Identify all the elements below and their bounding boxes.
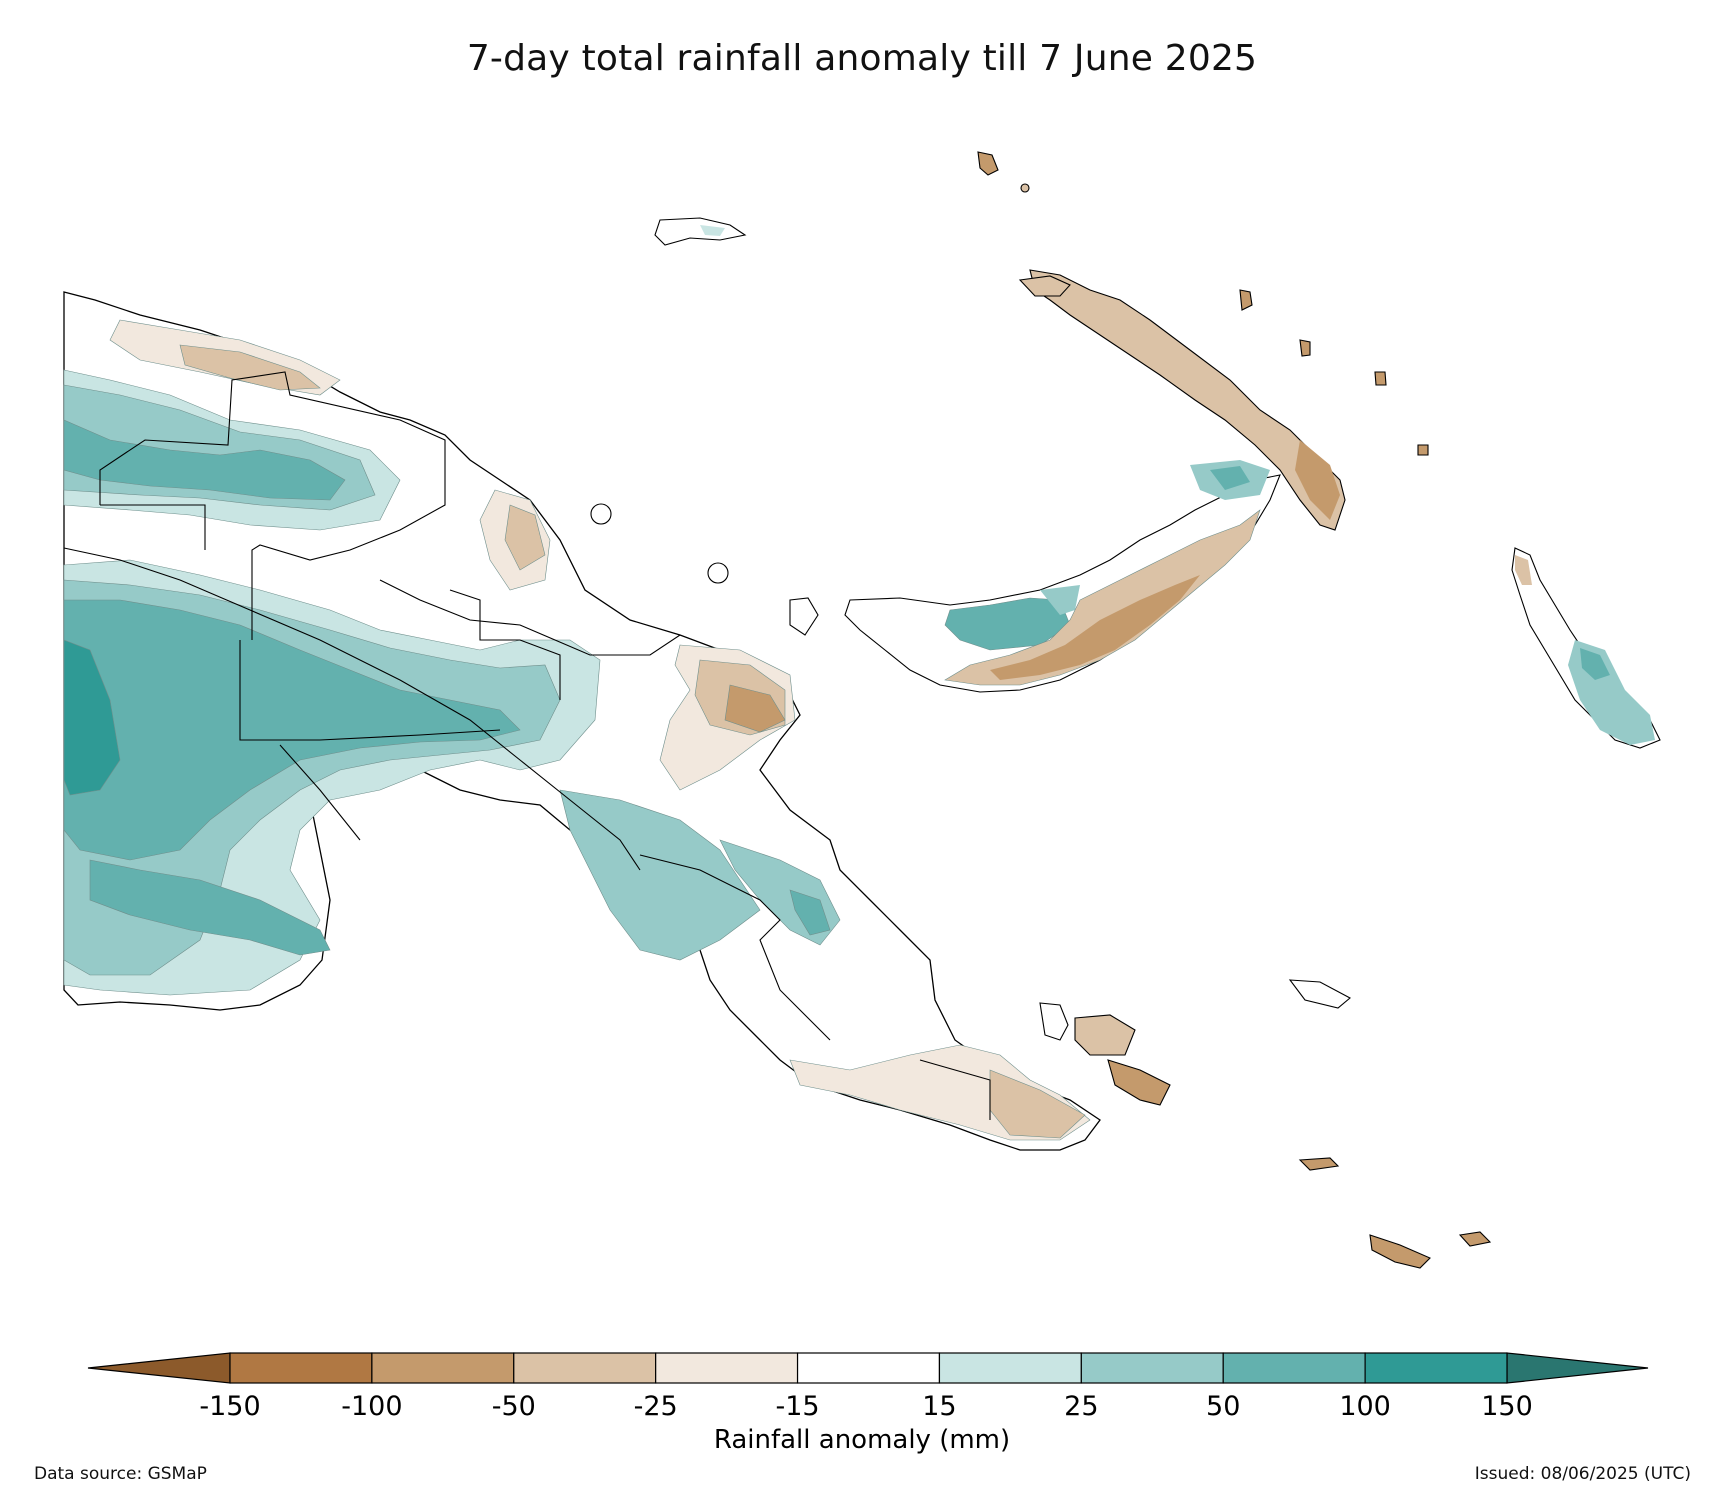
colorbar-tick-labels: -150 -100 -50 -25 -15 15 25 50 100 150 bbox=[199, 1391, 1532, 1422]
island-karkar bbox=[789, 597, 819, 636]
island-new-ireland bbox=[1029, 269, 1346, 531]
province-borders bbox=[63, 371, 991, 1120]
colorbar-bin-0 bbox=[229, 1352, 373, 1384]
colorbar-bin-8 bbox=[1364, 1352, 1508, 1384]
colorbar-bin-2 bbox=[513, 1352, 657, 1384]
colorbar-bin-3 bbox=[655, 1352, 799, 1384]
border-8 bbox=[919, 1059, 991, 1120]
colorbar-tick-5: 15 bbox=[922, 1391, 956, 1422]
colorbar-title: Rainfall anomaly (mm) bbox=[714, 1425, 1010, 1455]
island-new-hanover bbox=[1018, 275, 1071, 297]
colorbar-tick-1: -100 bbox=[341, 1391, 402, 1422]
border-2 bbox=[100, 504, 206, 550]
contour-nw-50 bbox=[63, 419, 346, 501]
issued-date: Issued: 08/06/2025 (UTC) bbox=[1474, 1464, 1691, 1484]
colorbar-under-extend bbox=[87, 1352, 231, 1384]
island-small-1 bbox=[590, 503, 612, 525]
island-manus-wet bbox=[700, 225, 725, 236]
contour-madang-dry-100 bbox=[724, 684, 786, 733]
island-misima bbox=[1298, 1157, 1340, 1171]
island-nb-wet-25 bbox=[1040, 585, 1080, 615]
anomaly-contours bbox=[63, 319, 1091, 1141]
island-lihir bbox=[1239, 289, 1253, 311]
colorbar-bin-7 bbox=[1222, 1352, 1366, 1384]
island-fergusson bbox=[1074, 1014, 1136, 1056]
contour-ncoast-dry-50 bbox=[179, 344, 321, 391]
island-tabar bbox=[1299, 339, 1311, 357]
colorbar-bin-6 bbox=[1080, 1352, 1224, 1384]
colorbar-bin-5 bbox=[938, 1352, 1082, 1384]
border-9 bbox=[449, 589, 561, 700]
island-bv-dry bbox=[1515, 555, 1532, 585]
colorbar-tick-3: -25 bbox=[634, 1391, 678, 1422]
island-emirau bbox=[1020, 183, 1030, 193]
border-5 bbox=[379, 579, 681, 656]
border-1 bbox=[63, 547, 641, 871]
colorbar-tick-9: 150 bbox=[1481, 1391, 1533, 1422]
colorbar-tick-6: 25 bbox=[1064, 1391, 1098, 1422]
island-bv-wet-50 bbox=[1580, 648, 1610, 680]
island-tagula bbox=[1369, 1234, 1431, 1269]
contour-east-50 bbox=[789, 889, 831, 936]
colorbar-tick-8: 100 bbox=[1339, 1391, 1391, 1422]
colorbar-bins bbox=[87, 1352, 1649, 1384]
island-goodenough bbox=[1039, 1002, 1069, 1041]
island-tanga bbox=[1374, 371, 1387, 386]
border-4 bbox=[239, 640, 501, 741]
island-nb-dry-50 bbox=[944, 509, 1261, 686]
colorbar-bin-4 bbox=[796, 1352, 941, 1384]
border-3 bbox=[99, 371, 446, 640]
colorbar-tick-4: -15 bbox=[776, 1391, 820, 1422]
map-title: 7-day total rainfall anomaly till 7 June… bbox=[466, 38, 1258, 79]
island-small-2 bbox=[707, 562, 729, 584]
contour-nc-dry-50 bbox=[504, 504, 546, 571]
data-source: Data source: GSMaP bbox=[34, 1464, 207, 1484]
colorbar-bin-1 bbox=[371, 1352, 515, 1384]
border-6 bbox=[279, 744, 361, 841]
island-feni bbox=[1417, 444, 1429, 456]
border-7 bbox=[639, 854, 831, 1041]
island-normanby bbox=[1107, 1059, 1171, 1106]
colorbar-tick-0: -150 bbox=[199, 1391, 260, 1422]
colorbar-tick-2: -50 bbox=[492, 1391, 536, 1422]
contour-west-50 bbox=[63, 599, 521, 861]
contour-south-50 bbox=[89, 859, 331, 956]
colorbar-over-extend bbox=[1506, 1352, 1649, 1384]
island-nb-dry-100 bbox=[990, 575, 1200, 680]
island-nb-wet-east-50 bbox=[1210, 466, 1250, 490]
islands bbox=[590, 151, 1661, 1269]
colorbar-tick-7: 50 bbox=[1206, 1391, 1240, 1422]
island-rossel bbox=[1458, 1231, 1492, 1247]
island-manus bbox=[654, 217, 747, 246]
island-woodlark bbox=[1288, 979, 1351, 1009]
contour-west-100 bbox=[63, 639, 121, 796]
island-mussau bbox=[977, 151, 999, 176]
island-ni-dry-100 bbox=[1295, 440, 1340, 520]
